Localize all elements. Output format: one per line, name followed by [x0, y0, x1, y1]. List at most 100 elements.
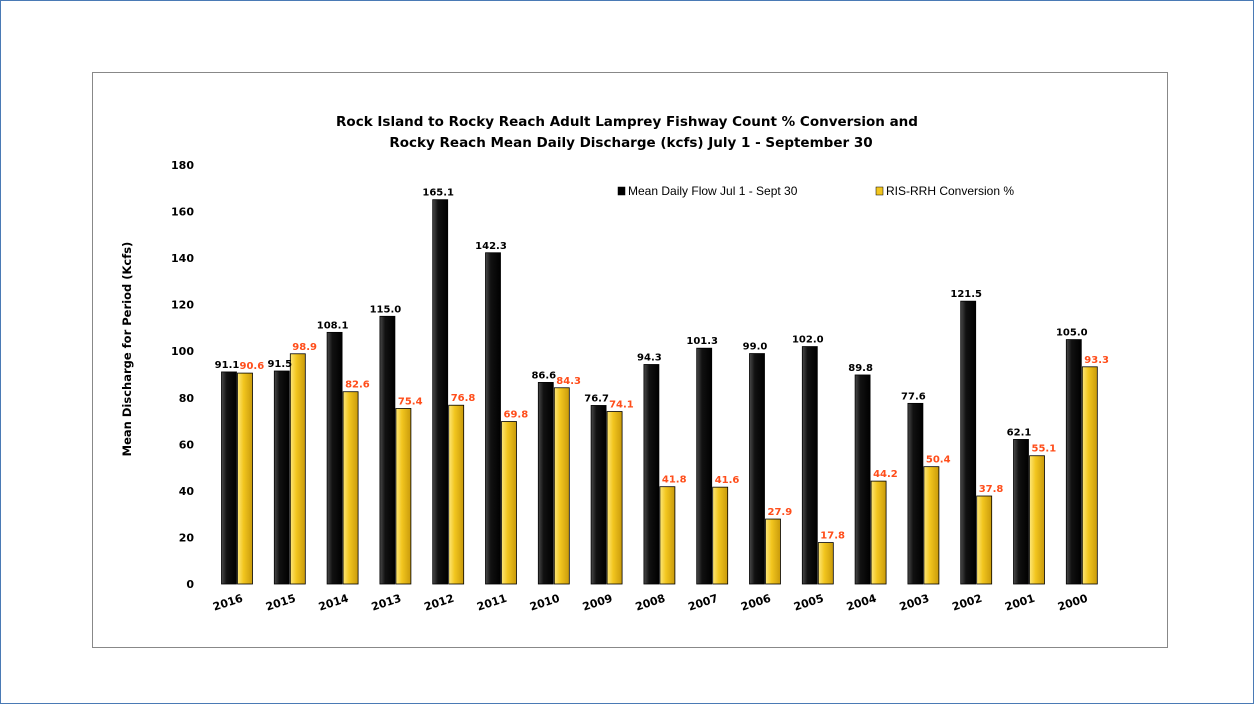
x-tick-label: 2000 [1056, 592, 1089, 614]
data-label-flow: 142.3 [475, 241, 507, 252]
data-label-conversion: 37.8 [979, 484, 1004, 495]
x-tick-label: 2015 [264, 592, 297, 614]
x-tick-label: 2002 [951, 592, 984, 614]
data-label-conversion: 41.6 [715, 475, 740, 486]
bar-flow [590, 405, 607, 585]
bar-conversion [1029, 455, 1045, 585]
data-label-conversion: 44.2 [873, 469, 898, 480]
bar-flow [537, 382, 554, 585]
bar-conversion [1081, 366, 1098, 585]
chart-title: Rock Island to Rocky Reach Adult Lamprey… [336, 114, 918, 151]
y-tick-label: 20 [179, 531, 195, 544]
y-tick-label: 60 [179, 438, 195, 451]
data-label-conversion: 76.8 [451, 393, 476, 404]
bar-flow [326, 331, 343, 585]
x-tick-label: 2008 [634, 592, 667, 614]
legend-label-flow: Mean Daily Flow Jul 1 - Sept 30 [628, 184, 798, 198]
data-label-conversion: 82.6 [345, 380, 370, 391]
x-tick-label: 2001 [1003, 592, 1036, 614]
y-axis-label: Mean Discharge for Period (Kcfs) [120, 242, 134, 457]
data-label-flow: 105.0 [1056, 328, 1088, 339]
data-label-flow: 76.7 [584, 393, 609, 404]
bar-conversion [553, 387, 570, 585]
bar-flow [854, 374, 871, 585]
data-label-flow: 62.1 [1007, 427, 1032, 438]
data-label-conversion: 84.3 [556, 376, 581, 387]
data-label-flow: 86.6 [531, 370, 556, 381]
bar-conversion [448, 404, 465, 585]
data-label-flow: 102.0 [792, 335, 824, 346]
data-label-flow: 115.0 [370, 304, 402, 315]
bar-flow [1065, 339, 1082, 585]
bar-flow [749, 353, 765, 585]
y-tick-label: 120 [171, 299, 194, 312]
bar-flow [907, 402, 924, 585]
bar-conversion [870, 480, 887, 585]
legend-label-conversion: RIS-RRH Conversion % [886, 184, 1014, 198]
legend: Mean Daily Flow Jul 1 - Sept 30 RIS-RRH … [617, 184, 1014, 198]
y-tick-label: 100 [171, 345, 194, 358]
data-label-conversion: 27.9 [768, 507, 793, 518]
bar-conversion [395, 408, 412, 585]
x-tick-label: 2006 [739, 592, 772, 614]
y-axis-ticks: 0 20 40 60 80 100 120 140 160 180 [171, 159, 194, 591]
x-tick-label: 2014 [317, 592, 350, 614]
y-tick-label: 160 [171, 206, 194, 219]
bar-conversion [817, 542, 834, 585]
x-axis-ticks: 2016 2015 2014 2013 2012 2011 2010 2009 2008 2007… [211, 592, 1089, 614]
bar-conversion [501, 421, 517, 585]
x-tick-label: 2007 [687, 592, 720, 614]
data-label-conversion: 93.3 [1084, 355, 1109, 366]
data-label-flow: 77.6 [901, 391, 926, 402]
chart-title-line-1: Rock Island to Rocky Reach Adult Lamprey… [336, 114, 918, 130]
data-label-conversion: 41.8 [662, 475, 687, 486]
bar-flow [485, 252, 501, 585]
data-label-conversion: 90.6 [240, 361, 265, 372]
data-label-flow: 91.5 [267, 359, 292, 370]
bar-conversion [976, 495, 993, 585]
bar-flow [221, 371, 237, 585]
bar-conversion [923, 466, 940, 585]
data-label-conversion: 74.1 [609, 400, 634, 411]
bar-conversion [237, 372, 253, 585]
x-tick-label: 2012 [423, 592, 456, 614]
y-tick-label: 40 [179, 485, 195, 498]
bar-flow [960, 300, 977, 585]
bar-conversion [342, 391, 359, 585]
x-tick-label: 2016 [211, 592, 244, 614]
legend-swatch-conversion [875, 186, 884, 196]
bar-flow [696, 347, 713, 585]
y-tick-label: 80 [179, 392, 195, 405]
data-label-flow: 121.5 [950, 289, 982, 300]
data-label-conversion: 75.4 [398, 396, 423, 407]
data-label-flow: 91.1 [215, 360, 240, 371]
x-tick-label: 2013 [370, 592, 403, 614]
bar-conversion [289, 353, 306, 585]
legend-swatch-flow [617, 186, 626, 196]
x-tick-label: 2011 [475, 592, 508, 614]
data-label-flow: 94.3 [637, 352, 662, 363]
data-label-flow: 89.8 [848, 363, 873, 374]
x-tick-label: 2003 [898, 592, 931, 614]
x-tick-label: 2010 [528, 592, 561, 614]
x-tick-label: 2004 [845, 592, 878, 614]
data-label-conversion: 98.9 [292, 342, 317, 353]
chart-title-line-2: Rocky Reach Mean Daily Discharge (kcfs) … [389, 135, 872, 151]
data-label-flow: 101.3 [686, 336, 718, 347]
data-label-flow: 108.1 [317, 320, 349, 331]
data-label-conversion: 55.1 [1032, 444, 1057, 455]
bar-flow [379, 315, 396, 585]
bar-flow [801, 346, 818, 585]
bar-flow [273, 370, 290, 585]
x-tick-label: 2009 [581, 592, 614, 614]
bar-conversion [659, 486, 676, 585]
y-tick-label: 0 [186, 578, 194, 591]
data-label-conversion: 50.4 [926, 455, 951, 466]
bar-series [221, 199, 1098, 585]
data-label-flow: 99.0 [743, 342, 768, 353]
x-tick-label: 2005 [792, 592, 825, 614]
bar-conversion [765, 518, 781, 585]
bar-flow [643, 364, 660, 585]
